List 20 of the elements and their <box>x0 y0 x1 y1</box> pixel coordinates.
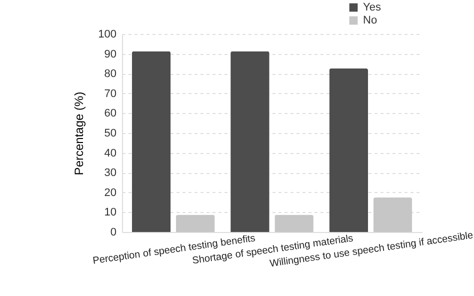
y-tick-label: 50 <box>104 128 116 140</box>
y-tick-label: 30 <box>104 167 116 180</box>
bar <box>132 51 171 232</box>
y-tick-label: 20 <box>104 186 116 199</box>
y-tick-label: 80 <box>104 68 116 80</box>
legend-label: No <box>363 14 378 26</box>
y-tick-label: 100 <box>98 28 116 40</box>
bar <box>230 51 270 232</box>
bar <box>329 68 368 232</box>
y-axis-title: Percentage (%) <box>72 92 86 176</box>
y-tick-label: 90 <box>104 48 116 60</box>
legend-label: Yes <box>363 2 382 14</box>
y-tick-label: 10 <box>104 206 116 219</box>
y-tick-label: 60 <box>104 108 116 120</box>
bar <box>373 198 412 232</box>
y-tick-label: 70 <box>104 88 116 100</box>
y-tick-label: 0 <box>110 226 116 238</box>
y-tick-label: 40 <box>104 147 116 160</box>
bar <box>274 214 314 232</box>
bar <box>176 214 215 232</box>
